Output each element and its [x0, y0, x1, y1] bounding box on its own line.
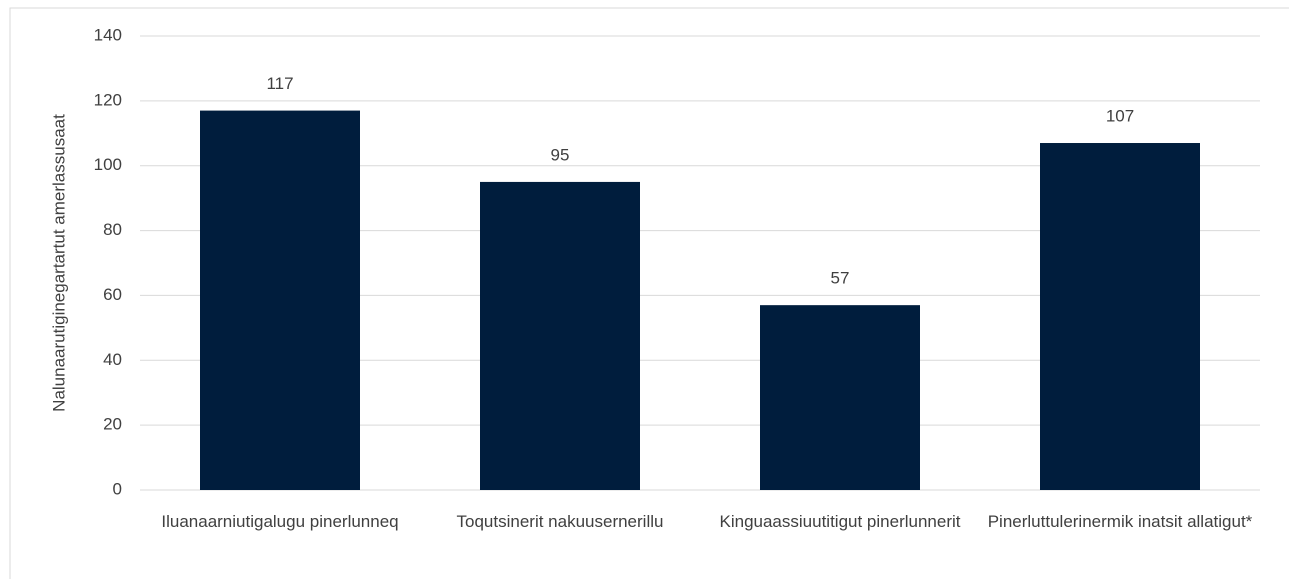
y-tick-label: 100	[94, 155, 122, 174]
x-tick-label: Kinguaassiuutitigut pinerlunnerit	[720, 512, 961, 531]
y-tick-label: 40	[103, 350, 122, 369]
data-label: 107	[1106, 106, 1134, 125]
y-tick-label: 60	[103, 285, 122, 304]
bar	[480, 181, 640, 490]
chart-frame	[9, 7, 1289, 579]
y-tick-label: 120	[94, 90, 122, 109]
data-label: 95	[551, 145, 570, 164]
x-tick-label: Pinerluttulerinermik inatsit allatigut*	[988, 512, 1253, 531]
y-tick-label: 0	[113, 479, 122, 498]
x-tick-label: Iluanaarniutigalugu pinerlunneq	[161, 512, 398, 531]
bar	[200, 110, 360, 490]
bar	[1040, 143, 1200, 490]
y-tick-label: 140	[94, 25, 122, 44]
x-tick-label: Toqutsinerit nakuusernerillu	[457, 512, 664, 531]
y-tick-label: 20	[103, 415, 122, 434]
data-label: 117	[266, 74, 293, 93]
y-tick-label: 80	[103, 220, 122, 239]
y-axis-label: Nalunaarutiginegartartut amerlassusaat	[49, 114, 68, 412]
bar	[760, 305, 920, 490]
data-label: 57	[831, 269, 850, 288]
